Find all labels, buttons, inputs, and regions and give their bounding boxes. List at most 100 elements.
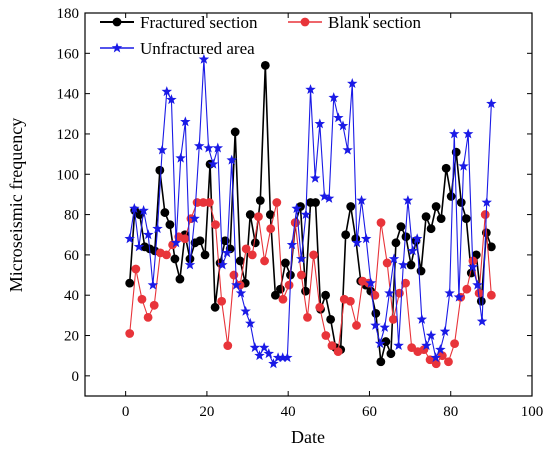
data-point-series-3 xyxy=(305,84,316,95)
data-point-series-2 xyxy=(278,294,288,304)
data-point-series-2 xyxy=(272,198,282,207)
x-tick-label: 0 xyxy=(122,404,130,420)
data-point-series-1 xyxy=(371,308,381,318)
plot-frame xyxy=(84,12,533,397)
x-tick-label: 20 xyxy=(199,404,214,420)
data-point-series-1 xyxy=(245,210,255,219)
data-point-series-1 xyxy=(275,284,285,294)
data-point-series-3 xyxy=(291,203,302,213)
data-point-series-1 xyxy=(311,198,320,207)
data-point-series-1 xyxy=(341,230,351,240)
data-point-series-2 xyxy=(388,315,398,324)
data-point-series-1 xyxy=(255,196,265,205)
data-point-series-3 xyxy=(272,352,284,363)
data-point-series-2 xyxy=(345,296,355,306)
data-point-series-3 xyxy=(138,205,149,215)
data-point-series-3 xyxy=(435,344,446,355)
data-point-series-2 xyxy=(376,218,386,228)
data-point-series-2 xyxy=(480,210,490,219)
data-point-series-3 xyxy=(143,229,154,240)
data-point-series-3 xyxy=(133,241,145,252)
data-point-series-1 xyxy=(441,163,451,173)
data-point-series-3 xyxy=(217,259,228,270)
data-point-series-3 xyxy=(296,253,307,264)
data-point-series-1 xyxy=(376,357,386,367)
data-point-series-3 xyxy=(347,78,358,88)
data-point-series-1 xyxy=(446,192,456,201)
data-point-series-3 xyxy=(453,291,465,302)
data-point-series-3 xyxy=(207,158,219,169)
data-point-series-3 xyxy=(462,128,474,139)
data-point-series-2 xyxy=(211,220,220,230)
data-point-series-2 xyxy=(327,341,337,351)
data-point-series-2 xyxy=(192,198,202,207)
data-point-series-2 xyxy=(247,250,257,260)
data-point-series-3 xyxy=(486,98,497,109)
data-point-series-3 xyxy=(240,305,251,316)
data-point-series-3 xyxy=(194,140,205,151)
data-point-series-3 xyxy=(300,209,312,220)
data-point-series-2 xyxy=(180,234,190,244)
data-point-series-1 xyxy=(426,224,436,234)
data-point-series-2 xyxy=(309,250,318,260)
data-point-series-1 xyxy=(235,256,245,266)
y-tick-label: 80 xyxy=(64,208,79,224)
legend-label-2: Blank section xyxy=(328,13,422,32)
data-point-series-2 xyxy=(486,290,496,300)
data-point-series-3 xyxy=(282,352,293,363)
data-point-series-3 xyxy=(430,352,441,363)
data-point-series-3 xyxy=(384,287,395,298)
data-point-series-1 xyxy=(270,290,280,300)
data-point-series-2 xyxy=(284,280,294,290)
data-point-series-3 xyxy=(212,142,224,153)
data-point-series-1 xyxy=(346,202,356,211)
data-point-series-1 xyxy=(260,61,270,70)
legend-marker-3 xyxy=(111,42,123,53)
data-point-series-3 xyxy=(444,287,455,298)
data-point-series-3 xyxy=(407,245,418,256)
data-point-series-3 xyxy=(147,279,159,290)
data-point-series-3 xyxy=(458,160,469,171)
data-point-series-3 xyxy=(189,213,200,224)
data-point-series-1 xyxy=(230,127,240,137)
data-point-series-2 xyxy=(217,296,227,306)
data-point-series-3 xyxy=(226,154,237,165)
data-point-series-3 xyxy=(221,247,233,258)
data-point-series-1 xyxy=(486,242,496,252)
data-point-series-3 xyxy=(254,350,265,361)
data-point-series-3 xyxy=(425,330,437,340)
data-point-series-1 xyxy=(321,290,331,300)
data-point-series-3 xyxy=(472,279,483,290)
data-point-series-3 xyxy=(249,342,261,353)
data-point-series-3 xyxy=(333,112,344,123)
data-point-series-2 xyxy=(333,347,343,357)
data-point-series-2 xyxy=(321,331,331,340)
data-point-series-3 xyxy=(402,194,414,205)
legend-marker-1 xyxy=(112,17,122,27)
data-point-series-2 xyxy=(254,212,263,221)
data-point-series-3 xyxy=(416,313,428,324)
data-point-series-2 xyxy=(266,224,276,234)
y-tick-label: 40 xyxy=(64,288,79,304)
data-point-series-3 xyxy=(314,118,326,129)
data-point-series-3 xyxy=(319,190,330,201)
data-point-series-1 xyxy=(155,165,165,175)
data-point-series-3 xyxy=(198,53,210,64)
data-point-series-3 xyxy=(203,142,214,153)
data-point-series-2 xyxy=(462,284,472,294)
data-point-series-3 xyxy=(180,116,191,127)
data-point-series-1 xyxy=(391,238,401,248)
data-point-series-3 xyxy=(161,86,173,97)
data-point-series-3 xyxy=(393,340,404,351)
data-point-series-3 xyxy=(245,317,256,328)
legend-label-3: Unfractured area xyxy=(140,39,255,58)
data-point-series-3 xyxy=(235,287,247,298)
data-point-series-3 xyxy=(467,261,479,272)
data-point-series-3 xyxy=(166,94,177,105)
data-point-series-3 xyxy=(360,233,372,244)
data-point-series-1 xyxy=(301,286,310,296)
data-point-series-1 xyxy=(195,236,205,246)
data-point-series-3 xyxy=(231,279,242,290)
data-point-series-1 xyxy=(406,260,416,270)
